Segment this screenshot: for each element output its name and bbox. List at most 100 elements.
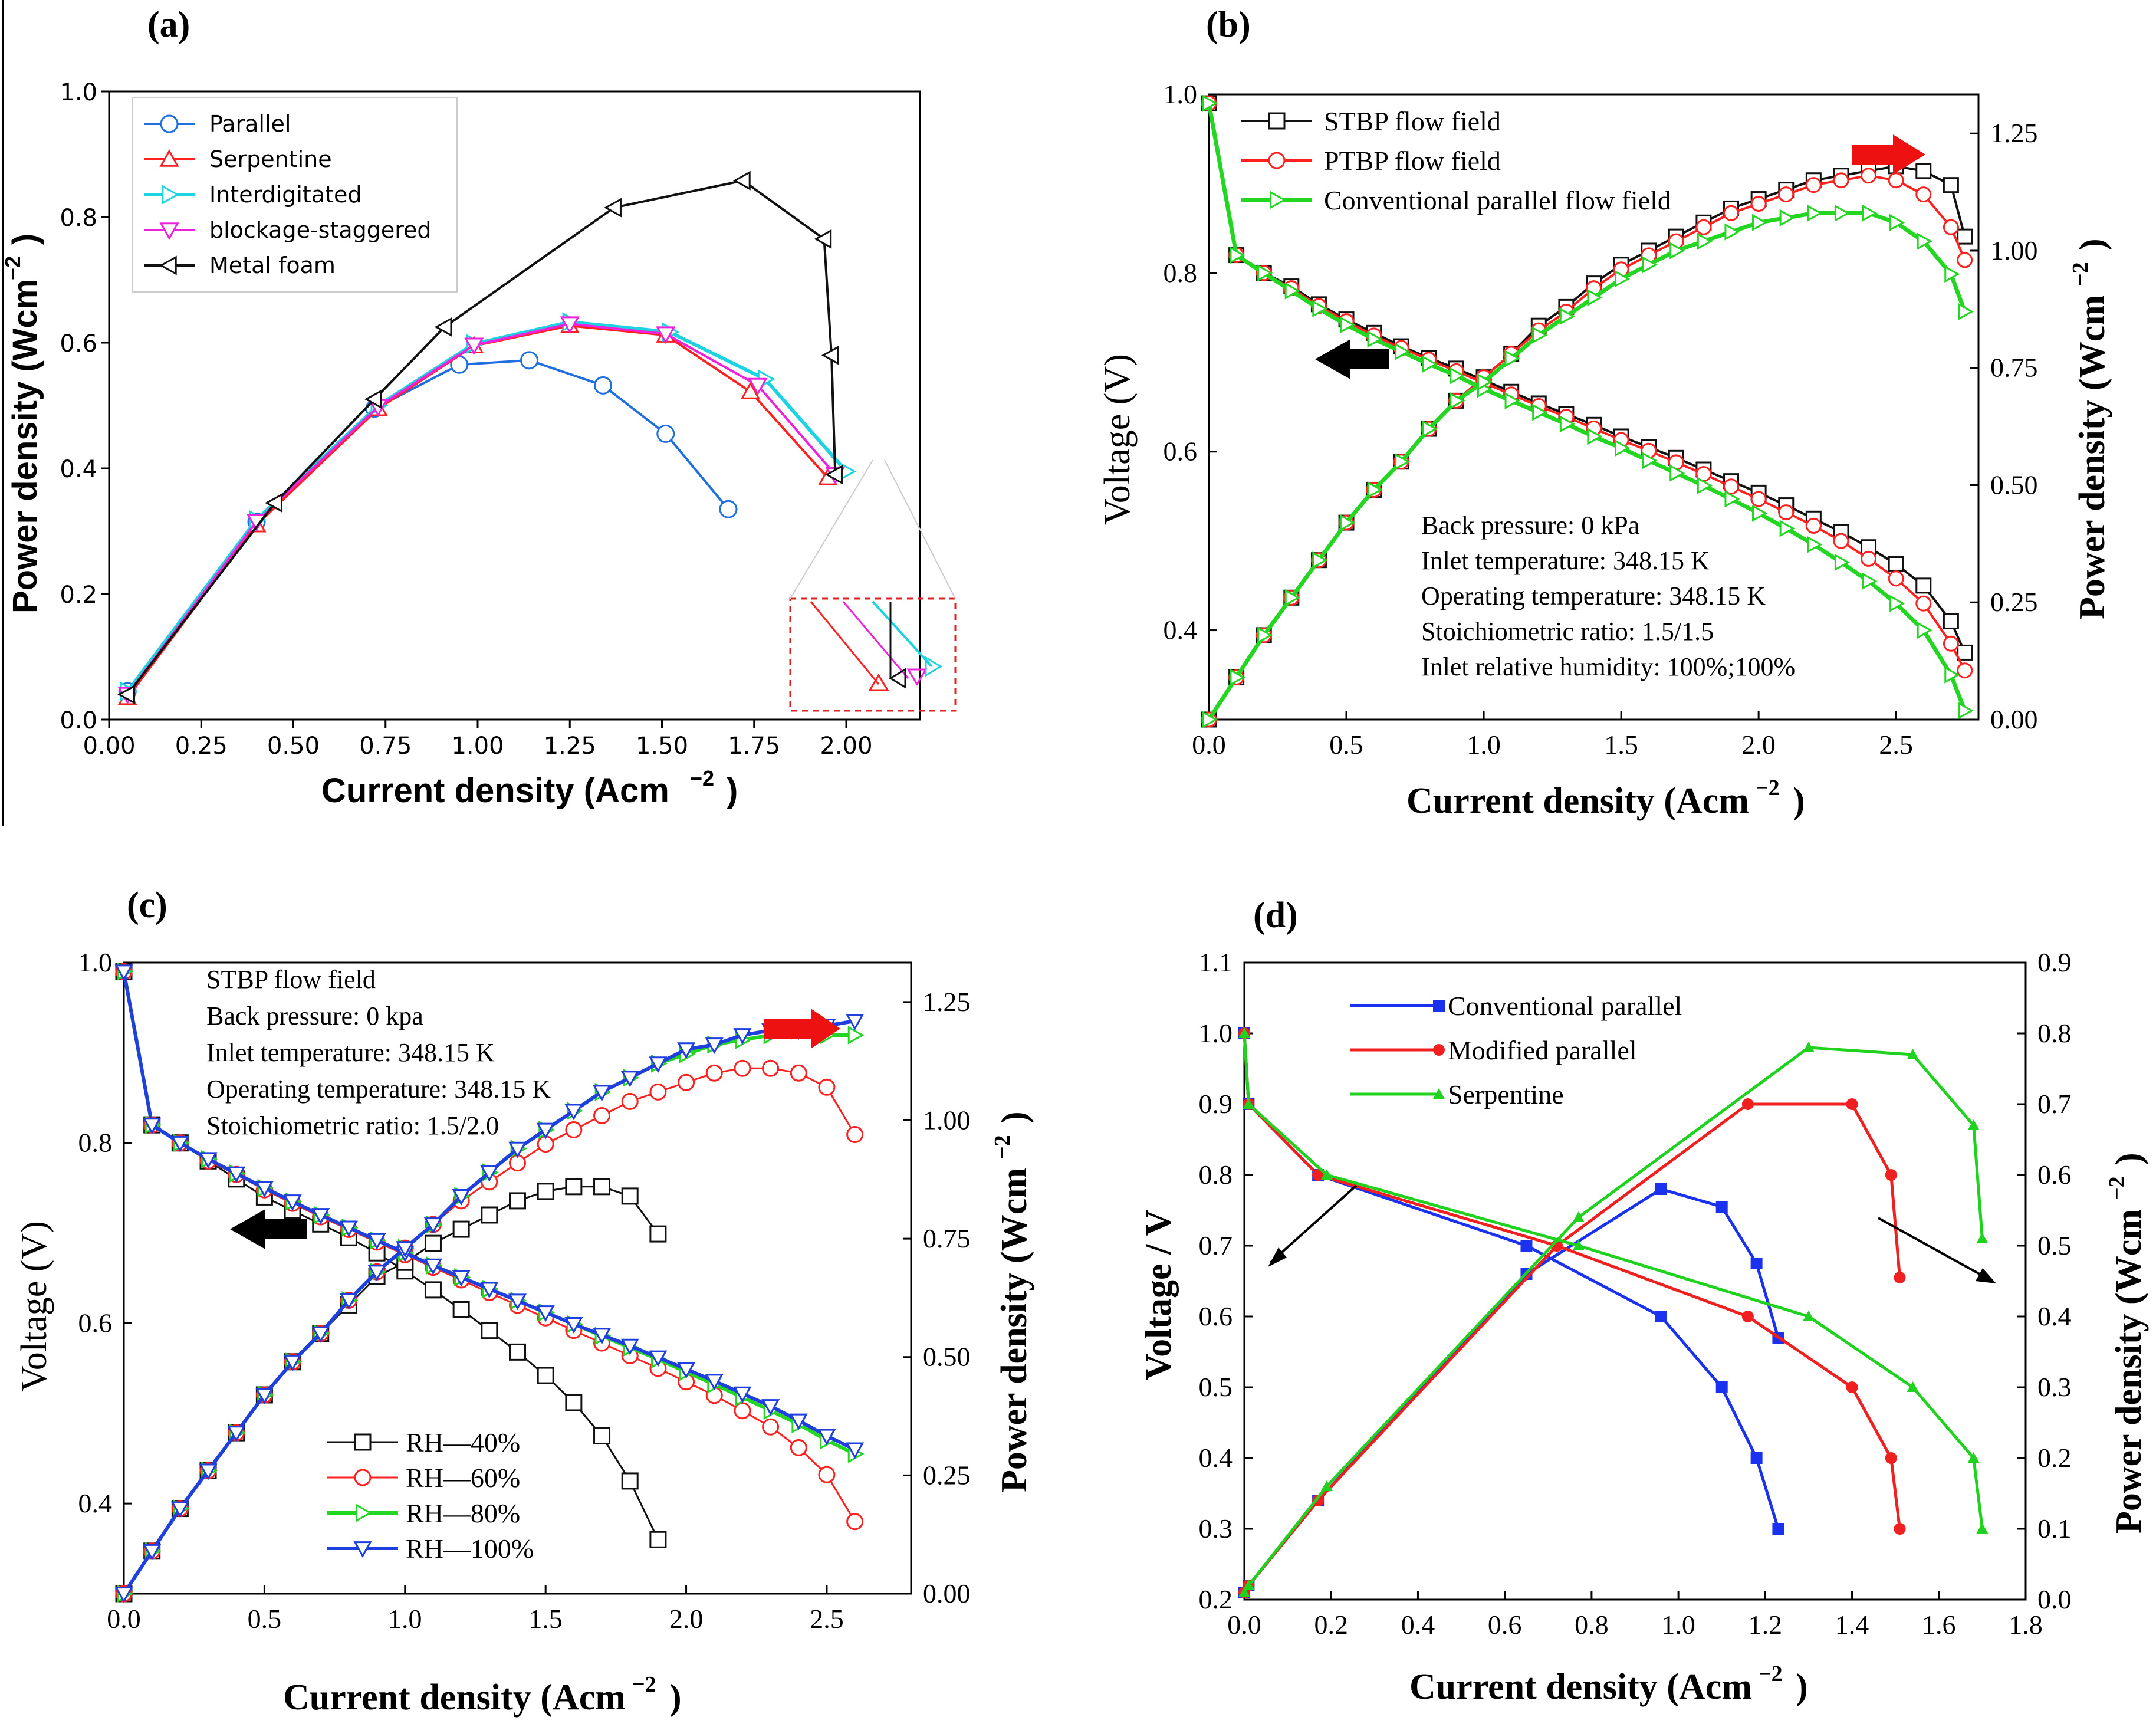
a-point-4-0: [117, 684, 135, 704]
d-ppoint-0-4: [1655, 1183, 1667, 1195]
d-vpoint-0-3: [1520, 1240, 1533, 1252]
c-ppoint-3-22: [733, 1028, 752, 1045]
c-ppoint-3-11: [423, 1217, 443, 1234]
c-vpoint-3-17: [592, 1328, 612, 1345]
panel-d-y-left-title-group: Voltage / V: [1139, 1209, 1179, 1380]
b-ppoint-0-28: [1957, 228, 1973, 245]
d-ppoint-1-6: [1885, 1169, 1897, 1181]
c-vpoint-3-26: [846, 1442, 865, 1459]
c-ppoint-0-17: [593, 1178, 611, 1196]
a-y-label-2: 0.4: [60, 456, 97, 483]
panel-b-x-title-close: ): [1793, 781, 1805, 821]
b-ppoint-2-23: [1834, 204, 1851, 222]
d-vpoint-0-4: [1655, 1311, 1667, 1322]
a-point-3-4: [560, 316, 580, 334]
a-y-label-1: 0.2: [60, 582, 97, 609]
c-ppoint-1-20: [678, 1073, 695, 1091]
c-yr-label-3: 0.75: [923, 1223, 971, 1253]
b-ppoint-2-20: [1752, 214, 1768, 231]
b-vpoint-2-21: [1779, 520, 1795, 537]
a-legend-label-3: blockage-staggered: [209, 217, 432, 243]
b-vpoint-2-22: [1807, 536, 1823, 553]
a-point-3-3: [464, 337, 484, 356]
c-ppoint-1-26: [846, 1126, 864, 1144]
c-ppoint-3-6: [283, 1354, 302, 1371]
b-ppoint-2-3: [1284, 589, 1300, 606]
panel-c-frame: [123, 961, 912, 1595]
c-ppoint-3-16: [564, 1104, 583, 1121]
d-legend-label-0: Conventional parallel: [1448, 991, 1682, 1021]
a-x-label-7: 1.75: [728, 733, 780, 760]
panel-a-y-axis-title: Power density (Wcm −2 ): [1, 234, 44, 613]
c-vpoint-0-12: [452, 1301, 470, 1318]
panel-c-y-right-title: Power density (Wcm: [994, 1168, 1034, 1492]
b-legend-label-2: Conventional parallel flow field: [1324, 185, 1671, 215]
d-ppoint-2-5: [1907, 1049, 1919, 1059]
panel-d-y-left-title: Voltage / V: [1139, 1209, 1179, 1380]
d-vpoint-2-2: [1320, 1169, 1333, 1180]
a-x-label-0: 0.00: [83, 733, 135, 760]
a-legend-marker-4: [159, 255, 177, 275]
d-yr-label-2: 0.2: [2037, 1443, 2072, 1473]
a-point-3-6: [748, 377, 768, 396]
d-ppoint-2-6: [1967, 1119, 1980, 1130]
b-vpoint-2-16: [1642, 452, 1658, 469]
b-vpoint-0-26: [1915, 577, 1932, 594]
panel-a-frame: [108, 90, 921, 721]
panel-d-legend: Conventional parallel Modified parallel Se…: [1350, 991, 1682, 1109]
c-ppoint-1-25: [818, 1078, 836, 1096]
panel-c-legend: RH—40% RH—60% RH—80% RH—100%: [327, 1427, 534, 1564]
c-ppoint-3-3: [199, 1463, 218, 1480]
b-ppoint-2-2: [1257, 626, 1273, 644]
panel-c-y-left-title: Voltage (V): [14, 1221, 54, 1392]
c-ppoint-0-15: [537, 1183, 554, 1200]
panel-c-y-right-title-close: ): [994, 1111, 1034, 1124]
b-ppoint-2-19: [1724, 223, 1740, 241]
panel-d-series: [1238, 1027, 1989, 1598]
d-vpoint-2-6: [1967, 1452, 1980, 1463]
c-ppoint-1-17: [593, 1107, 611, 1124]
panel-b: (b) 0.0 0.5 1.0 1.5 2.0 2.5 0.40.60.81.00.000…: [1097, 5, 2112, 821]
b-vpoint-1-21: [1778, 504, 1795, 521]
a-point-4-2: [364, 389, 382, 409]
b-vpoint-2-27: [1944, 666, 1960, 684]
c-ppoint-3-9: [367, 1265, 386, 1282]
b-ppoint-2-8: [1422, 420, 1438, 438]
d-ppoint-1-4: [1741, 1098, 1754, 1110]
b-legend-label-1: PTBP flow field: [1324, 146, 1501, 176]
d-yr-label-1: 0.1: [2037, 1513, 2072, 1544]
panel-a-inset: [789, 459, 957, 712]
a-x-label-8: 2.00: [820, 733, 872, 760]
panel-d-frame: [1243, 961, 2027, 1601]
panel-c-x-ticks: 0.0 0.5 1.0 1.5 2.0 2.5: [107, 1585, 844, 1634]
c-vpoint-0-14: [509, 1343, 526, 1361]
panel-b-x-ticks: 0.0 0.5 1.0 1.5 2.0 2.5: [1192, 711, 1913, 760]
c-legend-marker-0: [354, 1433, 372, 1451]
b-yl-label-0: 0.4: [1164, 615, 1198, 645]
b-annotation-4: Inlet relative humidity: 100%;100%: [1421, 652, 1795, 681]
a-y-label-0: 0.0: [60, 707, 97, 734]
inset-marker-metal-foam: [889, 668, 906, 689]
c-vpoint-3-12: [452, 1270, 471, 1287]
c-vpoint-0-15: [537, 1367, 554, 1384]
a-point-4-3: [434, 317, 452, 337]
b-x-label-2: 1.0: [1467, 730, 1501, 760]
a-y-label-3: 0.6: [60, 330, 97, 357]
b-ppoint-2-26: [1917, 232, 1932, 250]
c-vpoint-0-16: [565, 1394, 583, 1411]
d-vpoint-2-7: [1976, 1523, 1989, 1534]
panel-a-y-title-close: ): [6, 234, 44, 245]
b-ppoint-1-26: [1915, 186, 1932, 203]
b-vpoint-1-23: [1833, 533, 1849, 549]
b-ppoint-1-25: [1888, 172, 1904, 189]
c-vpoint-3-19: [649, 1350, 668, 1367]
panel-a-legend: Parallel Serpentine Interdigitated blockage…: [144, 111, 432, 278]
panel-b-legend: STBP flow field PTBP flow field Convention…: [1241, 106, 1671, 215]
d-legend-marker-1: [1433, 1044, 1445, 1056]
c-vpoint-1-26: [846, 1513, 864, 1531]
panel-a-x-title-close: ): [727, 771, 738, 810]
b-vpoint-2-6: [1367, 330, 1383, 348]
c-vpoint-3-24: [789, 1413, 808, 1430]
panel-c-y-left-title-group: Voltage (V): [14, 1221, 54, 1392]
panel-b-label: (b): [1206, 5, 1251, 45]
